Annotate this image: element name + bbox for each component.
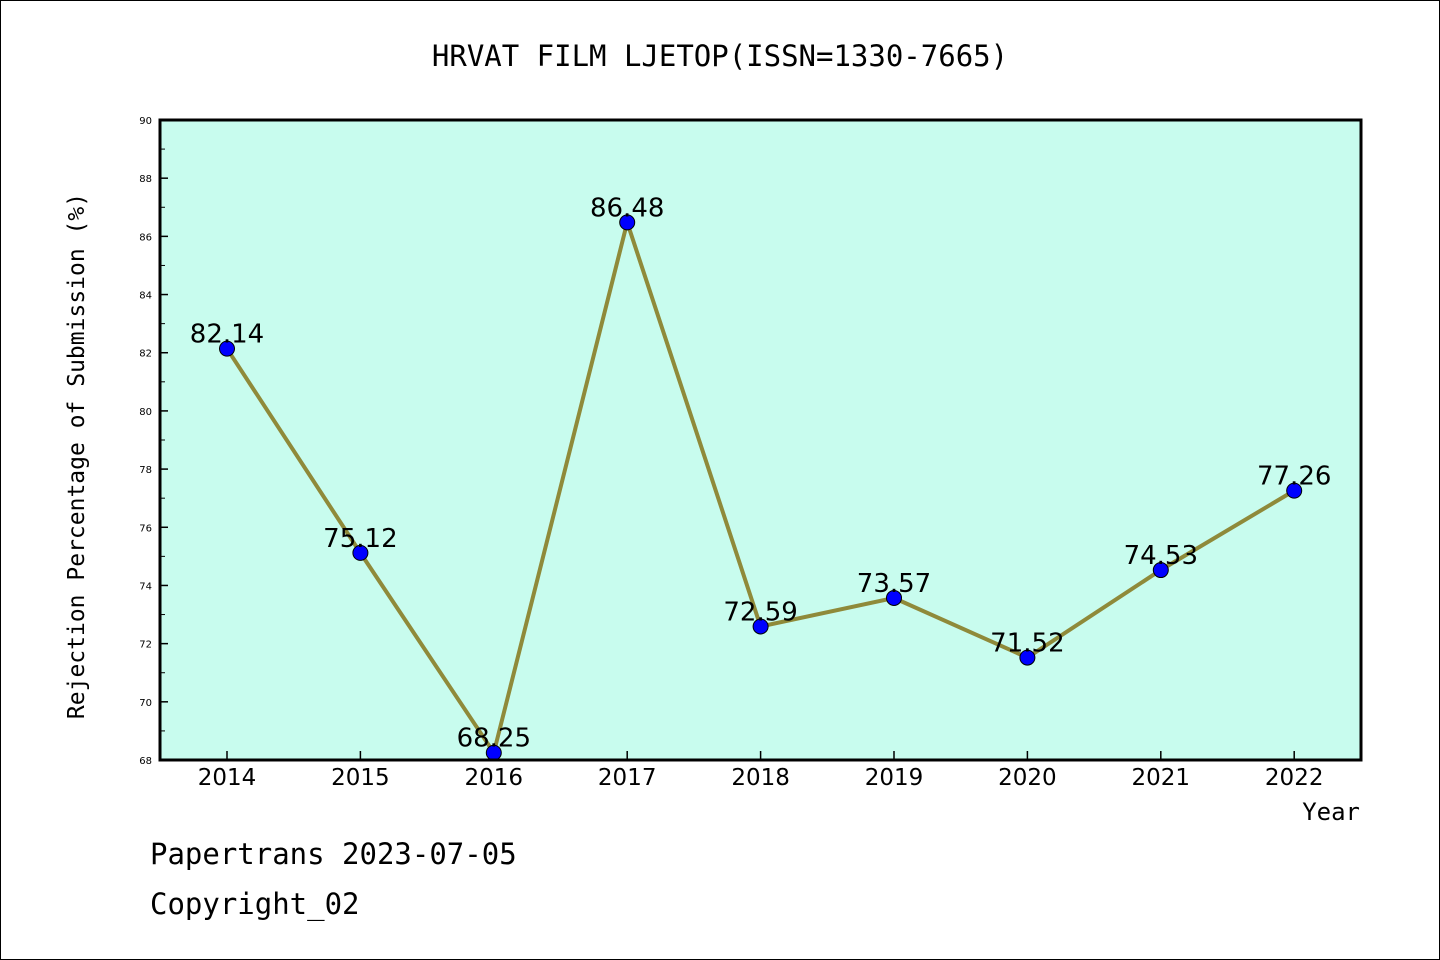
data-label: 82.14 xyxy=(190,320,264,350)
data-label: 73.57 xyxy=(857,569,931,599)
data-series xyxy=(219,214,1303,761)
y-axis-ticks: 68 70 72 74 76 78 80 82 84 86 88 90 xyxy=(139,116,168,767)
data-label: 72.59 xyxy=(723,597,797,627)
x-tick-label: 2018 xyxy=(731,765,790,791)
y-axis-label: Rejection Percentage of Submission (%) xyxy=(64,193,90,719)
x-tick-label: 2015 xyxy=(331,765,390,791)
data-point xyxy=(1152,562,1169,579)
data-label: 68.25 xyxy=(457,724,531,754)
y-tick-label: 84 xyxy=(139,291,152,302)
data-point xyxy=(352,544,369,561)
data-labels: 82.14 75.12 68.25 86.48 72.59 73.57 71.52 74.53… xyxy=(190,193,1332,753)
x-tick-label: 2021 xyxy=(1132,765,1191,791)
y-tick-label: 80 xyxy=(139,407,152,418)
plot-frame xyxy=(158,118,1363,762)
footer-copyright: Copyright_02 xyxy=(150,887,360,922)
y-tick-label: 90 xyxy=(139,116,152,127)
x-tick-label: 2014 xyxy=(198,765,257,791)
y-tick-label: 70 xyxy=(139,698,152,709)
data-point xyxy=(619,214,636,231)
y-tick-label: 78 xyxy=(139,465,152,476)
y-tick-label: 74 xyxy=(139,581,152,592)
y-tick-label: 72 xyxy=(139,640,152,651)
data-label: 75.12 xyxy=(323,524,397,554)
x-axis-ticks: 2014 2015 2016 2017 2018 2019 2020 2021 2022 xyxy=(198,751,1324,791)
y-tick-label: 68 xyxy=(139,756,152,767)
chart-title: HRVAT FILM LJETOP(ISSN=1330-7665) xyxy=(432,39,1008,73)
y-tick-label: 76 xyxy=(139,523,152,534)
data-label: 77.26 xyxy=(1257,462,1331,492)
x-tick-label: 2019 xyxy=(865,765,924,791)
y-tick-label: 88 xyxy=(139,174,152,185)
data-label: 74.53 xyxy=(1124,541,1198,571)
data-point xyxy=(1286,482,1303,499)
x-tick-label: 2022 xyxy=(1265,765,1324,791)
plot-area xyxy=(160,120,1361,760)
data-point xyxy=(1019,649,1036,666)
x-tick-label: 2020 xyxy=(998,765,1057,791)
data-label: 71.52 xyxy=(990,629,1064,659)
data-point xyxy=(219,340,235,357)
y-tick-label: 82 xyxy=(139,349,152,360)
data-label: 86.48 xyxy=(590,193,664,223)
data-point xyxy=(752,618,769,635)
y-tick-label: 86 xyxy=(139,232,152,243)
data-point xyxy=(886,589,902,606)
footer-date: Papertrans 2023-07-05 xyxy=(150,837,517,871)
x-tick-label: 2017 xyxy=(598,765,657,791)
x-tick-label: 2016 xyxy=(465,765,524,791)
x-axis-label: Year xyxy=(1302,798,1360,826)
